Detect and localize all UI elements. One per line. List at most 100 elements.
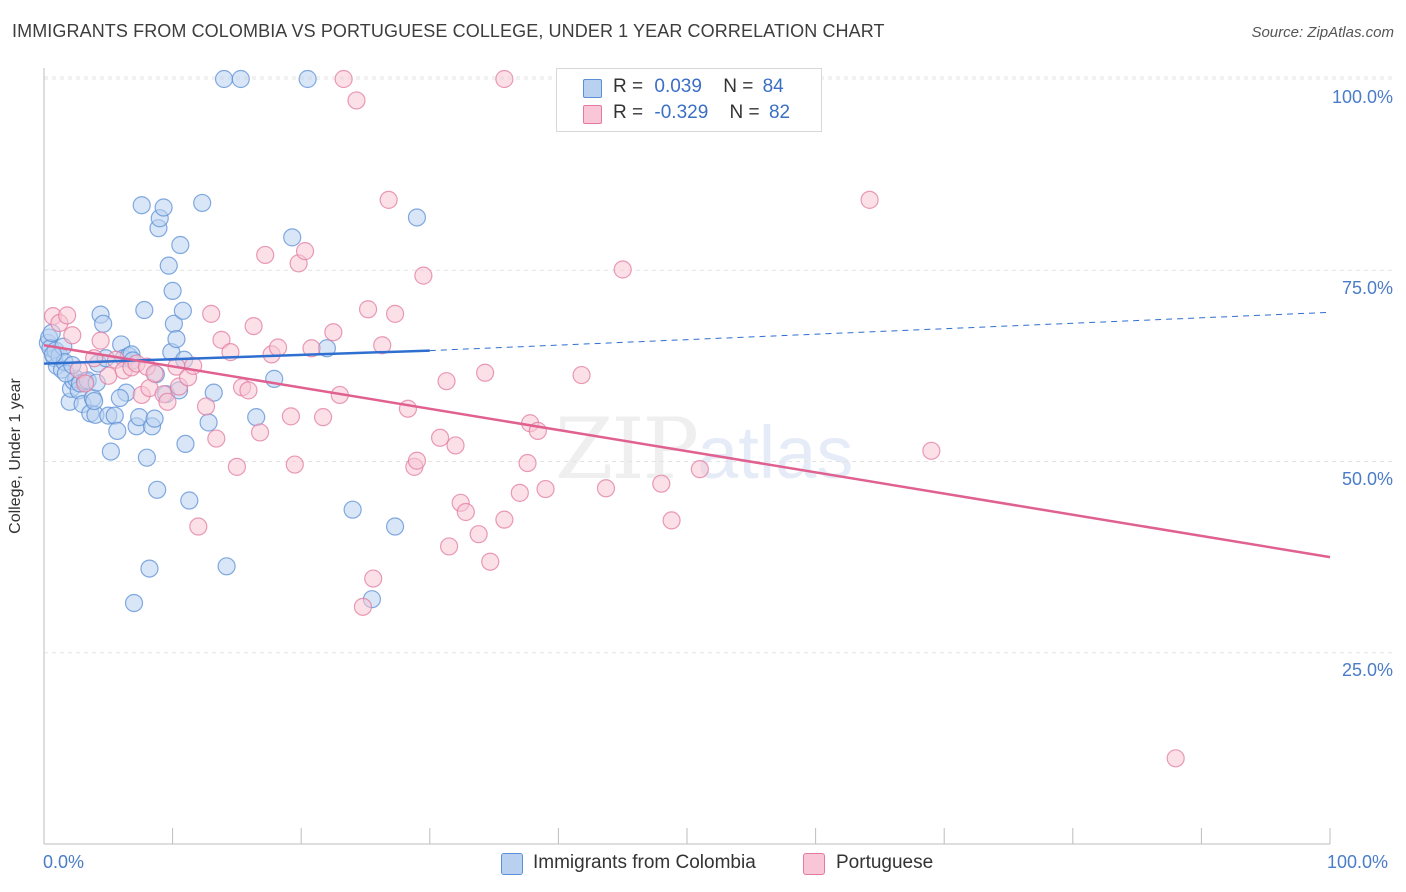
portuguese-point [481,552,500,571]
y-tick-label: 75.0% [1341,278,1393,298]
portuguese-point [281,407,301,426]
portuguese-point [495,69,514,89]
colombia-point [231,69,250,89]
portuguese-point [430,428,450,447]
watermark-atlas: atlas [697,411,854,494]
colombia-trend-line [43,349,430,365]
colombia-point [101,442,120,461]
portuguese-point [364,569,383,588]
bottom-legend-portuguese: Portuguese [836,852,934,873]
legend-n-label: N = [729,102,760,123]
colombia-point [385,517,405,536]
colombia-point [343,500,362,519]
colombia-point [105,406,124,425]
portuguese-trend-line [43,343,1331,559]
x-tick-label-min: 0.0% [43,852,85,872]
colombia-trend-extension [429,311,1331,352]
portuguese-point [207,429,226,448]
portuguese-point [244,316,263,336]
portuguese-point [860,190,879,209]
colombia-point [199,413,218,432]
portuguese-point [58,306,77,325]
portuguese-point [536,479,555,499]
colombia-point [173,301,192,320]
portuguese-point [76,374,95,393]
bottom-legend-colombia: Immigrants from Colombia [533,852,756,873]
watermark: ZIPatlas [555,400,853,498]
legend-r-value: -0.329 [654,102,709,123]
legend-n-label: N = [723,76,754,97]
portuguese-point [922,441,941,460]
bottom-legend-swatch-portuguese [803,853,825,875]
source-label: Source: ZipAtlas.com [1251,24,1394,41]
portuguese-point [373,336,392,355]
colombia-point [163,281,182,301]
colombia-point [148,480,167,499]
legend-row-colombia: R = 0.039 N = 84 [613,76,784,98]
colombia-point [407,208,427,227]
portuguese-point [379,190,398,209]
portuguese-point [302,339,321,358]
bottom-legend-swatch-colombia [501,853,523,875]
y-tick-label: 25.0% [1341,660,1393,680]
legend-row-portuguese: R = -0.329 N = 82 [613,102,790,124]
portuguese-point [99,366,118,385]
portuguese-point [196,397,216,416]
legend-n-value: 84 [762,76,784,97]
colombia-point [137,448,156,467]
portuguese-point [613,260,632,279]
colombia-point [204,383,223,402]
y-tick-label: 50.0% [1341,469,1393,489]
y-tick-label: 100.0% [1331,87,1393,107]
portuguese-point [414,266,433,285]
colombia-point [283,228,302,247]
portuguese-point [91,331,110,350]
portuguese-point [510,483,529,502]
colombia-point [176,434,195,454]
legend-r-label: R = [613,76,644,97]
portuguese-point [227,457,246,476]
portuguese-point [437,372,456,391]
colombia-point [135,300,154,320]
legend-r-value: 0.039 [654,76,702,97]
legend-r-label: R = [613,102,644,123]
portuguese-point [347,91,366,110]
portuguese-point [145,364,164,383]
colombia-point [154,198,173,217]
x-tick-label-max: 100.0% [1327,852,1389,872]
colombia-point [167,330,186,349]
portuguese-point [334,69,353,89]
portuguese-point [158,392,177,411]
colombia-point [214,69,234,89]
portuguese-point [256,245,275,265]
correlation-legend: R = 0.039 N = 84 R = -0.329 N = 82 [556,68,822,132]
portuguese-point [1166,749,1185,768]
colombia-point [193,193,212,213]
colombia-point [110,388,129,408]
portuguese-point [63,326,82,345]
portuguese-point [652,474,671,493]
portuguese-point [495,510,514,529]
portuguese-point [446,436,465,455]
portuguese-point [662,511,681,530]
portuguese-point [572,365,591,385]
colombia-point [159,256,178,275]
portuguese-point [295,242,315,261]
portuguese-point [469,525,488,544]
portuguese-point [268,338,288,357]
portuguese-point [285,455,304,474]
colombia-point [124,593,144,613]
portuguese-point [324,323,343,342]
y-axis-label: College, Under 1 year [7,378,24,534]
portuguese-point [189,517,208,536]
colombia-point [180,491,199,510]
colombia-point [140,559,159,578]
portuguese-point [456,502,475,522]
portuguese-point [407,451,427,470]
colombia-point [171,235,190,255]
colombia-point [108,421,127,440]
portuguese-point [518,453,537,473]
portuguese-point [596,479,616,498]
